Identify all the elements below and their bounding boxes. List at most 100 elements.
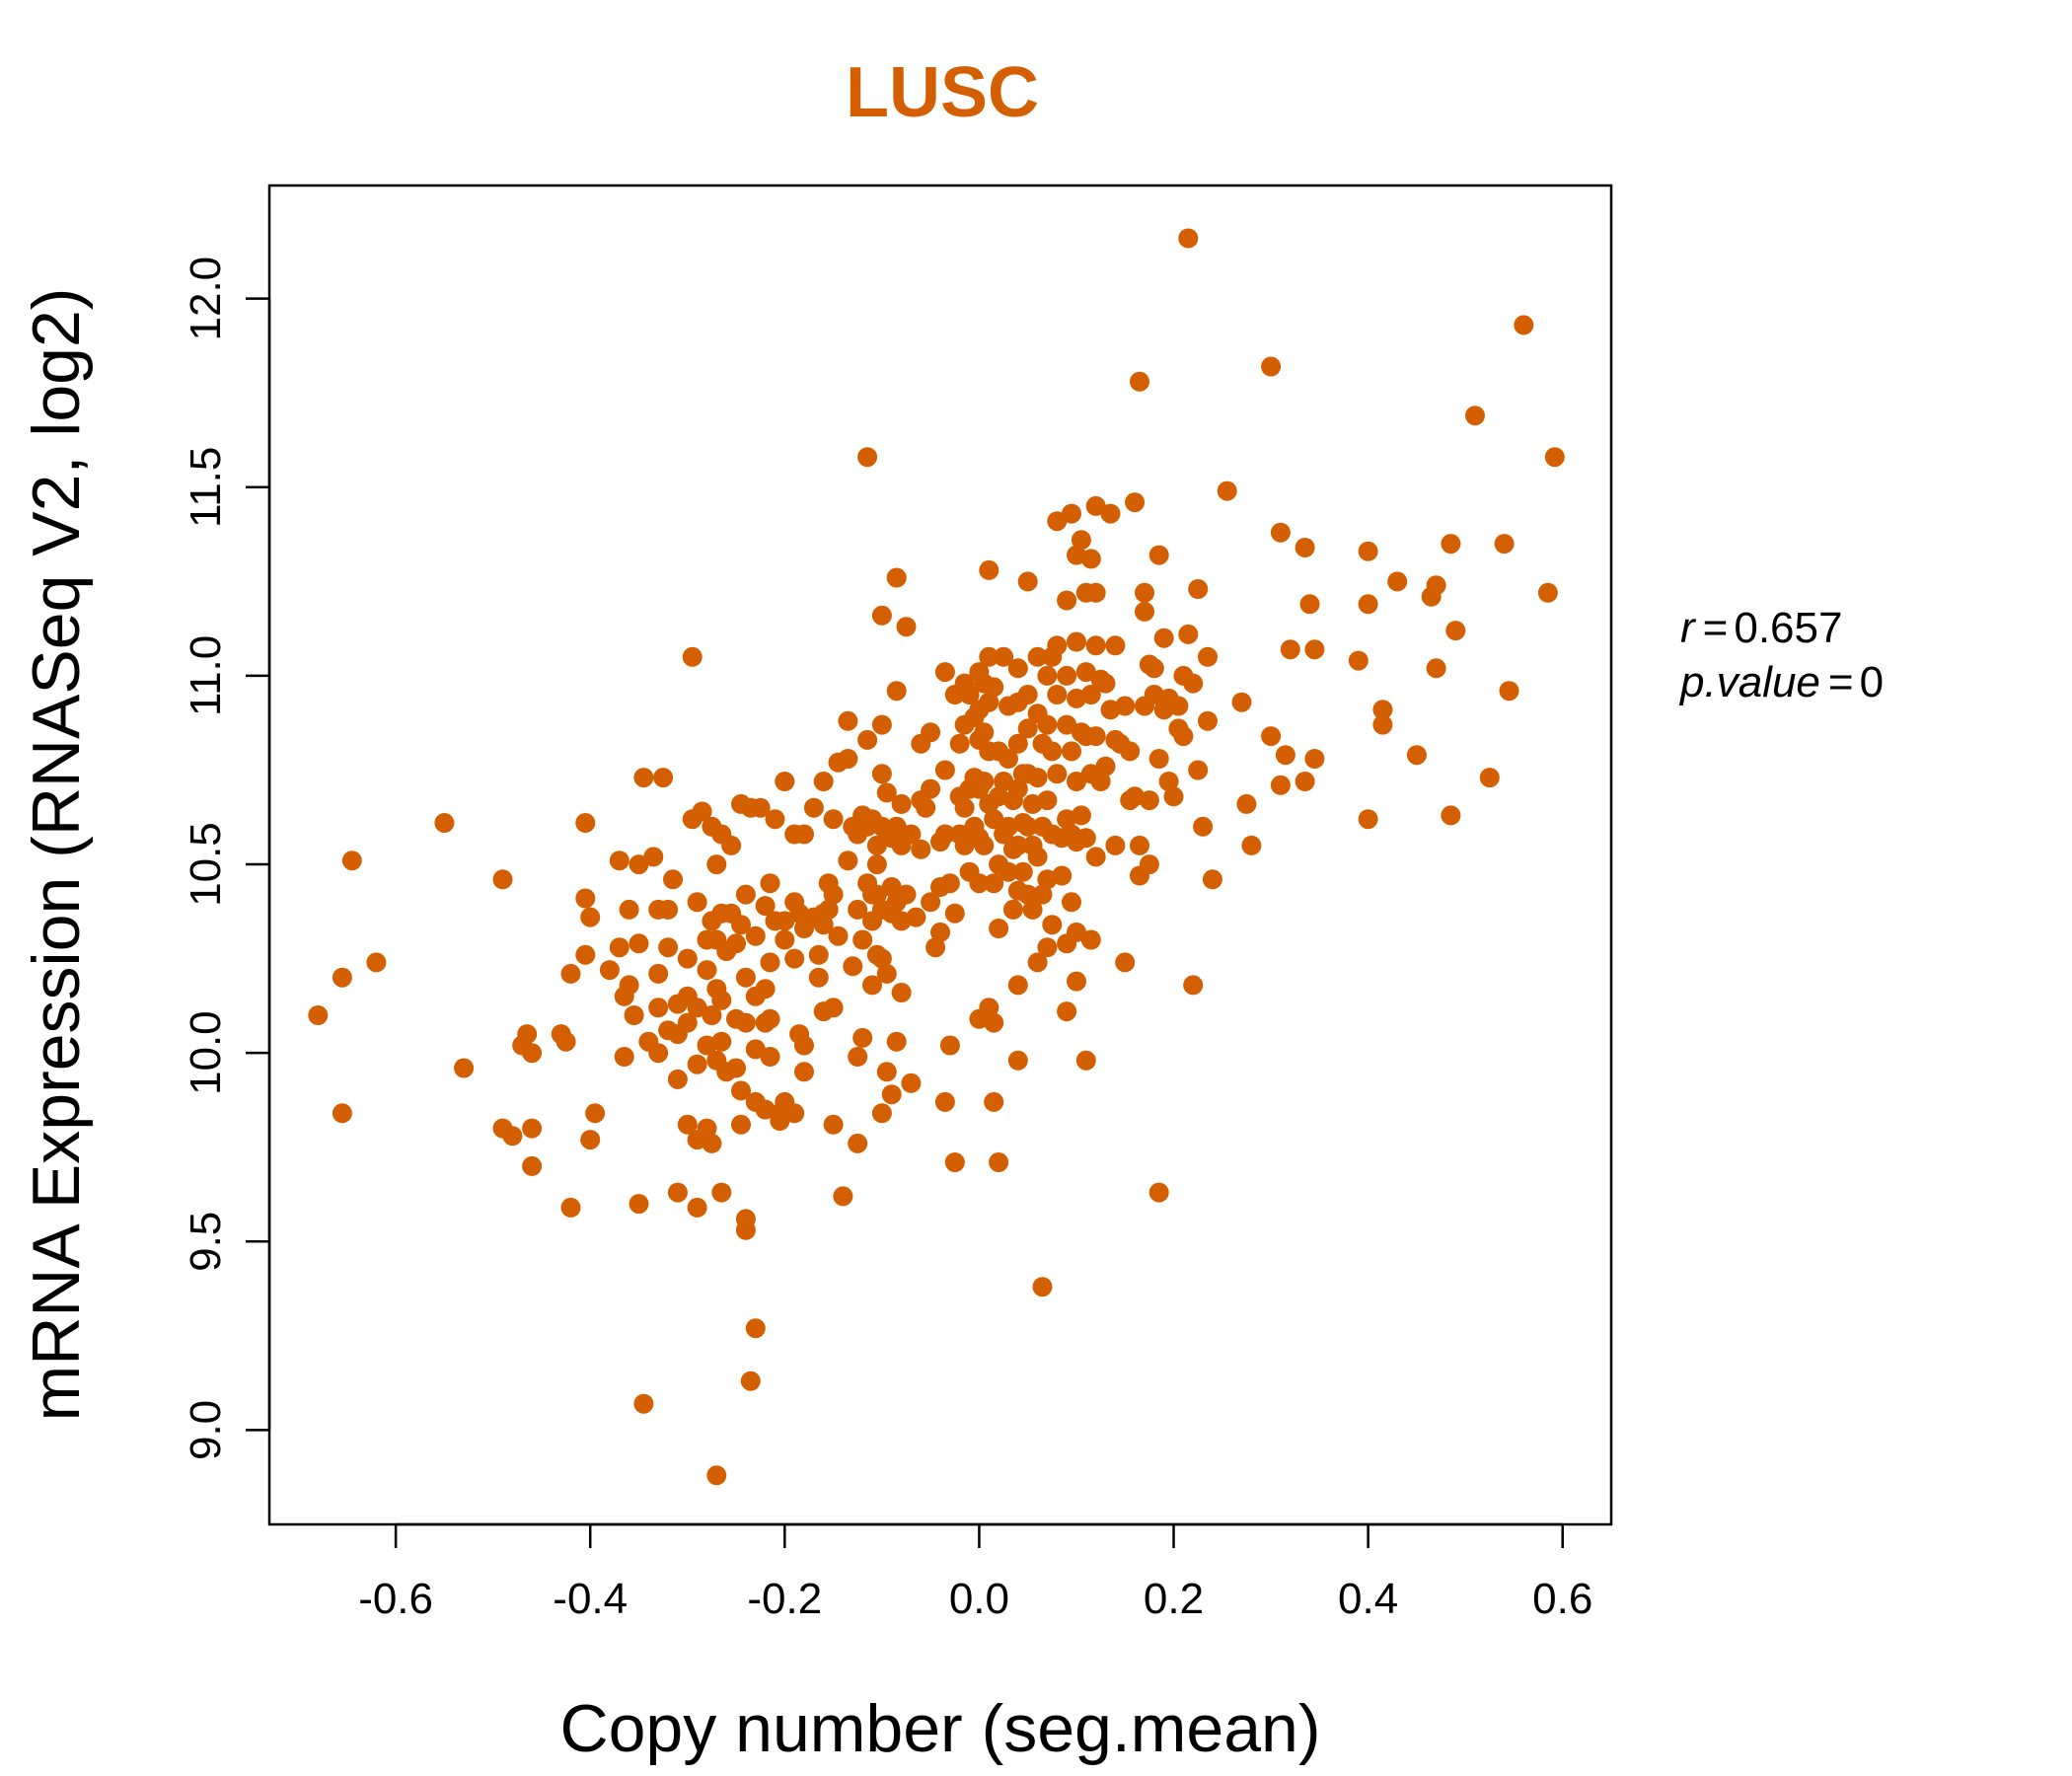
data-point (934, 824, 955, 845)
data-point (852, 1027, 873, 1048)
x-tick-label: 0.2 (1144, 1575, 1204, 1623)
data-point (852, 929, 873, 950)
data-point (454, 1058, 475, 1078)
data-point (1075, 662, 1096, 683)
data-point (775, 911, 795, 931)
data-point (944, 1152, 965, 1172)
data-point (1027, 768, 1048, 788)
data-point (619, 899, 639, 920)
data-point (1002, 899, 1023, 920)
data-point (1067, 971, 1086, 992)
data-point (1075, 828, 1096, 849)
data-point (1007, 658, 1028, 679)
data-point (1105, 835, 1126, 855)
data-point (609, 851, 629, 871)
data-point (1037, 665, 1058, 686)
data-point (823, 809, 844, 830)
data-point (921, 778, 941, 799)
data-point (1426, 658, 1446, 679)
data-point (1067, 922, 1086, 942)
data-point (560, 963, 581, 984)
data-point (1148, 1182, 1169, 1203)
data-point (619, 975, 639, 996)
data-point (721, 835, 742, 855)
data-point (1153, 628, 1174, 648)
plot-frame (267, 184, 1613, 1526)
data-point (1057, 590, 1077, 611)
data-point (517, 1024, 538, 1045)
data-point (838, 749, 858, 769)
data-point (1178, 624, 1199, 644)
data-point (857, 447, 878, 468)
svg-text:r=0.657: r = 0.657 (1680, 604, 1842, 652)
data-point (1037, 714, 1058, 735)
data-point (1358, 809, 1378, 830)
data-point (1236, 793, 1257, 814)
data-point (1188, 579, 1209, 599)
data-point (726, 1058, 746, 1078)
data-point (745, 1039, 766, 1060)
data-point (994, 772, 1014, 791)
data-point (813, 772, 834, 791)
y-tick-label: 10.5 (182, 822, 230, 907)
data-point (1198, 646, 1218, 667)
data-point (765, 809, 785, 830)
data-point (629, 854, 649, 875)
data-point (1358, 541, 1378, 561)
data-point (609, 937, 629, 958)
data-point (989, 1152, 1009, 1172)
data-point (916, 797, 936, 818)
data-point (1217, 481, 1237, 501)
x-tick-label: -0.2 (747, 1575, 822, 1623)
data-point (735, 884, 756, 905)
data-point (687, 1054, 707, 1074)
x-axis: -0.6 -0.4 -0.2 0.0 0.2 0.4 0.6 (358, 1522, 1592, 1623)
data-point (1231, 692, 1252, 712)
data-point (808, 967, 829, 988)
data-point (502, 1126, 523, 1147)
data-point (1105, 635, 1126, 656)
data-point (1295, 772, 1315, 791)
data-point (1075, 1050, 1096, 1071)
data-point (1148, 749, 1169, 769)
data-point (1007, 733, 1028, 754)
data-point (711, 1182, 732, 1203)
data-point (969, 873, 990, 894)
data-point (1178, 228, 1199, 249)
data-point (755, 896, 776, 917)
data-point (1441, 534, 1461, 555)
data-point (1280, 639, 1300, 660)
y-tick-label: 9.0 (182, 1400, 230, 1460)
data-point (692, 801, 712, 822)
data-point (974, 772, 995, 791)
data-point (599, 960, 620, 981)
data-point (979, 646, 999, 667)
data-point (999, 749, 1018, 769)
data-point (1270, 522, 1291, 543)
data-point (1299, 594, 1320, 615)
data-point (1304, 749, 1325, 769)
data-point (682, 646, 703, 667)
data-point (706, 1465, 727, 1486)
data-point (1085, 635, 1106, 656)
data-point (697, 960, 717, 981)
data-point (818, 899, 839, 920)
data-point (750, 797, 771, 818)
data-point (1047, 764, 1068, 784)
data-point (658, 899, 679, 920)
data-point (522, 1118, 543, 1139)
data-point (1158, 772, 1179, 791)
data-point (677, 1012, 698, 1033)
data-point (984, 809, 1004, 830)
data-point (1090, 772, 1111, 791)
data-point (1120, 741, 1141, 762)
data-point (1047, 511, 1068, 532)
data-point (745, 925, 766, 946)
y-tick-label: 9.5 (182, 1212, 230, 1272)
data-point (1445, 621, 1466, 641)
data-point (575, 944, 596, 965)
data-point (925, 937, 946, 958)
data-point (1100, 503, 1121, 524)
data-point (341, 851, 362, 871)
data-point (984, 1012, 1004, 1033)
